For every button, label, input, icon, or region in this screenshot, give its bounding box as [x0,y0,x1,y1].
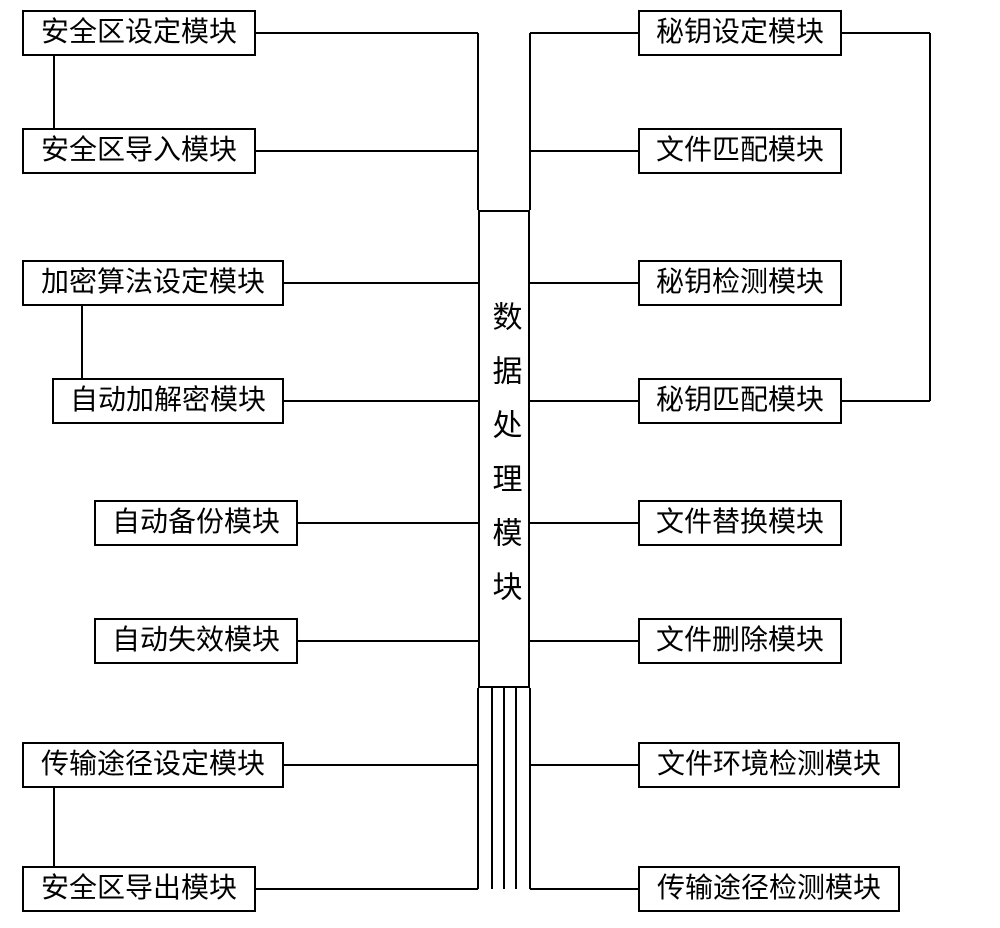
node-l5: 自动备份模块 [94,500,298,546]
node-r5: 文件替换模块 [638,500,842,546]
node-label: 文件匹配模块 [656,136,824,167]
node-label: 传输途径设定模块 [41,750,265,781]
node-label: 文件环境检测模块 [657,750,881,781]
diagram-canvas: 数据处理模块 安全区设定模块安全区导入模块加密算法设定模块自动加解密模块自动备份模… [0,0,1000,928]
node-r1: 秘钥设定模块 [638,10,842,56]
node-label: 自动加解密模块 [70,386,266,417]
node-l6: 自动失效模块 [94,618,298,664]
node-label: 自动失效模块 [112,626,280,657]
node-r6: 文件删除模块 [638,618,842,664]
node-label: 秘钥匹配模块 [656,386,824,417]
node-l7: 传输途径设定模块 [22,742,284,788]
node-label: 数据处理模块 [488,301,521,625]
node-label: 文件替换模块 [656,508,824,539]
node-l1: 安全区设定模块 [22,10,256,56]
node-l8: 安全区导出模块 [22,866,256,912]
node-r8: 传输途径检测模块 [638,866,900,912]
node-center: 数据处理模块 [478,210,530,688]
node-r2: 文件匹配模块 [638,128,842,174]
node-l4: 自动加解密模块 [52,378,284,424]
node-label: 安全区导入模块 [41,136,237,167]
node-label: 传输途径检测模块 [657,874,881,905]
node-label: 安全区导出模块 [41,874,237,905]
node-label: 自动备份模块 [112,508,280,539]
node-r7: 文件环境检测模块 [638,742,900,788]
node-l2: 安全区导入模块 [22,128,256,174]
node-l3: 加密算法设定模块 [22,260,284,306]
node-r4: 秘钥匹配模块 [638,378,842,424]
node-label: 加密算法设定模块 [41,268,265,299]
node-label: 秘钥检测模块 [656,268,824,299]
node-label: 安全区设定模块 [41,18,237,49]
node-label: 文件删除模块 [656,626,824,657]
node-r3: 秘钥检测模块 [638,260,842,306]
node-label: 秘钥设定模块 [656,18,824,49]
